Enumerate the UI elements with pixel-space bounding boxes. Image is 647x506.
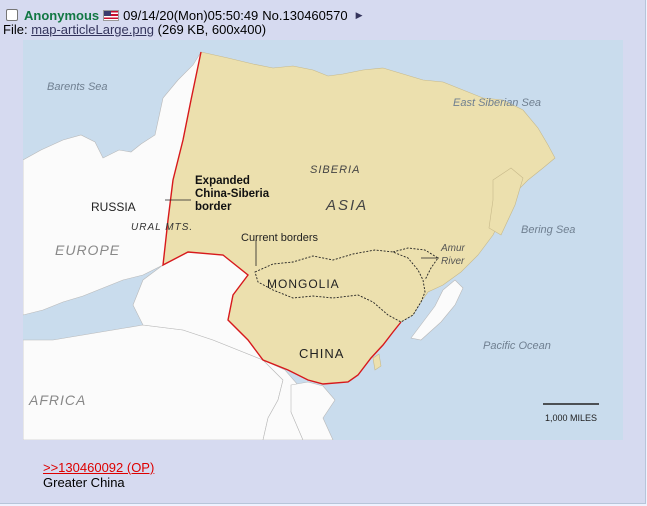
poster-name: Anonymous [24, 7, 100, 23]
europe-label: EUROPE [55, 242, 120, 258]
expanded-border-label-1: Expanded [195, 175, 250, 187]
kamchatka-peninsula [488, 167, 524, 236]
siberia-label: SIBERIA [310, 164, 360, 176]
barents-sea-label: Barents Sea [47, 81, 108, 93]
bering-sea-label: Bering Sea [521, 224, 575, 236]
file-link[interactable]: map-articleLarge.png [31, 22, 155, 37]
taiwan-island [372, 353, 382, 371]
southeast-asia-landmass [290, 381, 336, 441]
japan-islands [410, 279, 464, 341]
map-svg: 1,000 MILES Barents Sea East Siberian Se… [22, 40, 623, 441]
current-border-line [254, 249, 426, 323]
pacific-ocean-label: Pacific Ocean [483, 340, 551, 352]
amur-river [392, 247, 439, 281]
post-menu-arrow-icon[interactable]: ▶ [355, 9, 363, 20]
file-info: File: map-articleLarge.png (269 KB, 600x… [3, 22, 266, 37]
current-borders-label: Current borders [241, 232, 319, 244]
mongolia-label: MONGOLIA [267, 277, 340, 291]
op-quote-link[interactable]: >>130460092 (OP) [43, 460, 155, 475]
east-siberian-sea-label: East Siberian Sea [453, 97, 541, 109]
post-info: Anonymous 09/14/20(Mon)05:50:49 No.13046… [6, 6, 363, 24]
russia-label: RUSSIA [91, 200, 136, 214]
china-label: CHINA [299, 346, 344, 361]
expanded-border-label-2: China-Siberia [195, 188, 270, 200]
amur-river-label-2: River [441, 256, 465, 267]
map-image[interactable]: 1,000 MILES Barents Sea East Siberian Se… [22, 40, 623, 441]
scale-label: 1,000 MILES [545, 413, 597, 423]
asia-label: ASIA [325, 197, 368, 214]
file-label: File: [3, 22, 28, 37]
expanded-border-label-3: border [195, 201, 232, 213]
file-meta: (269 KB, 600x400) [157, 22, 267, 37]
post-checkbox[interactable] [6, 9, 18, 21]
us-flag-icon [103, 9, 120, 21]
post-message: Greater China [43, 475, 125, 490]
post-datetime: 09/14/20(Mon)05:50:49 [123, 7, 259, 23]
africa-label: AFRICA [28, 392, 86, 408]
ural-mountains-label: URAL MTS. [131, 222, 193, 233]
amur-river-label-1: Amur [440, 243, 466, 254]
post-number[interactable]: No.130460570 [262, 7, 348, 23]
